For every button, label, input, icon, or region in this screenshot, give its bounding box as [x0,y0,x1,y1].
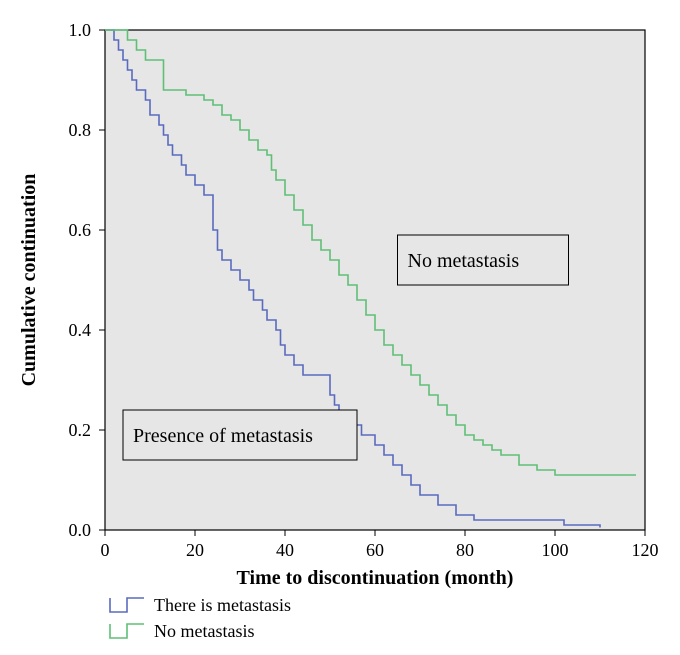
x-tick-label: 0 [101,540,110,560]
y-tick-label: 0.0 [69,520,92,540]
no-metastasis-annot: No metastasis [398,235,569,285]
x-tick-label: 80 [456,540,474,560]
presence-annot: Presence of metastasis [123,410,357,460]
survival-chart: 0 20 40 60 80 100 120 0.0 0.2 0.4 0.6 0.8 1.0 Time to… [0,0,680,655]
y-tick-label: 0.4 [69,320,92,340]
presence-annot-text: Presence of metastasis [133,425,313,447]
x-tick-label: 100 [542,540,569,560]
legend-label-no-metastasis: No metastasis [154,621,255,641]
y-tick-label: 0.6 [69,220,92,240]
x-axis-label: Time to discontinuation (month) [237,567,514,589]
x-tick-label: 20 [186,540,204,560]
x-tick-label: 60 [366,540,384,560]
x-tick-label: 40 [276,540,294,560]
y-tick-label: 0.2 [69,420,92,440]
y-tick-label: 1.0 [69,20,92,40]
x-tick-label: 120 [632,540,659,560]
legend-label-metastasis: There is metastasis [154,595,291,615]
y-tick-label: 0.8 [69,120,92,140]
no-metastasis-annot-text: No metastasis [408,250,520,272]
y-axis-label: Cumulative continuation [18,174,40,387]
